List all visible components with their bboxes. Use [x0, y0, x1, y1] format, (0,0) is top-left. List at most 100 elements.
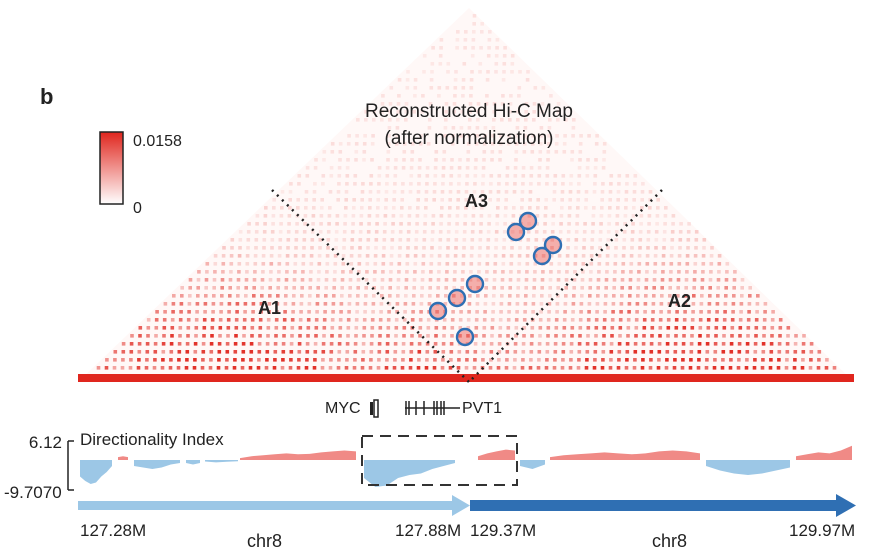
heatmap-cell — [422, 246, 426, 250]
heatmap-cell — [332, 278, 337, 282]
heatmap-cell — [501, 254, 506, 258]
heatmap-cell — [569, 350, 574, 354]
heatmap-cell — [129, 358, 133, 362]
heatmap-cell — [607, 222, 611, 226]
heatmap-cell — [508, 286, 512, 290]
heatmap-cell — [354, 318, 359, 322]
heatmap-cell — [647, 222, 651, 226]
heatmap-cell — [437, 254, 442, 258]
heatmap-cell — [252, 286, 256, 290]
heatmap-cell — [524, 286, 528, 290]
heatmap-cell — [564, 286, 568, 290]
heatmap-cell — [707, 302, 712, 306]
loop-circle — [532, 246, 552, 266]
heatmap-cell — [328, 366, 333, 370]
heatmap-cell — [358, 246, 362, 250]
heatmap-cell — [338, 326, 343, 330]
heatmap-cell — [397, 78, 402, 82]
heatmap-cell — [566, 246, 570, 250]
heatmap-cell — [369, 182, 373, 186]
heatmap-cell — [292, 294, 296, 298]
heatmap-cell — [492, 278, 497, 282]
heatmap-cell — [551, 214, 556, 218]
heatmap-cell — [802, 334, 806, 338]
heatmap-cell — [332, 294, 336, 298]
heatmap-cell — [423, 222, 427, 226]
heatmap-cell — [374, 230, 379, 234]
heatmap-cell — [413, 94, 417, 98]
heatmap-cell — [611, 302, 616, 306]
heatmap-cell — [685, 270, 689, 274]
heatmap-cell — [385, 174, 390, 178]
heatmap-cell — [476, 110, 480, 114]
heatmap-cell — [430, 62, 435, 66]
heatmap-cell — [137, 358, 141, 362]
heatmap-cell — [169, 342, 174, 346]
heatmap-cell — [487, 38, 492, 42]
heatmap-cell — [476, 102, 481, 106]
heatmap-cell — [355, 134, 359, 138]
heatmap-cell — [488, 366, 493, 370]
heatmap-cell — [431, 46, 435, 50]
heatmap-cell — [254, 238, 259, 242]
heatmap-cell — [270, 246, 274, 250]
heatmap-cell — [402, 142, 407, 146]
heatmap-cell — [244, 286, 248, 290]
heatmap-cell — [362, 334, 366, 338]
heatmap-cell — [227, 302, 232, 306]
heatmap-cell — [535, 214, 540, 218]
heatmap-cell — [410, 318, 415, 322]
heatmap-cell — [138, 326, 143, 330]
heatmap-cell — [274, 318, 279, 322]
heatmap-cell — [631, 222, 635, 226]
heatmap-cell — [548, 278, 553, 282]
heatmap-cell — [227, 310, 231, 314]
heatmap-cell — [544, 366, 549, 370]
heatmap-cell — [440, 366, 445, 370]
heatmap-cell — [536, 206, 540, 210]
heatmap-cell — [297, 358, 301, 362]
heatmap-cell — [342, 230, 347, 234]
heatmap-cell — [679, 222, 683, 226]
heatmap-cell — [169, 358, 173, 362]
heatmap-cell — [474, 318, 479, 322]
heatmap-cell — [529, 174, 534, 178]
heatmap-cell — [146, 318, 151, 322]
heatmap-cell — [372, 278, 377, 282]
heatmap-cell — [690, 334, 694, 338]
heatmap-cell — [121, 342, 126, 346]
heatmap-cell — [554, 334, 558, 338]
heatmap-cell — [169, 350, 174, 354]
heatmap-cell — [556, 118, 560, 122]
heatmap-cell — [498, 326, 503, 330]
heatmap-cell — [523, 126, 528, 130]
heatmap-cell — [284, 286, 288, 290]
heatmap-cell — [384, 206, 388, 210]
heatmap-cell — [268, 278, 273, 282]
heatmap-cell — [471, 38, 476, 42]
heatmap-cell — [659, 310, 663, 314]
heatmap-cell — [298, 318, 303, 322]
heatmap-cell — [691, 302, 696, 306]
heatmap-cell — [288, 366, 293, 370]
heatmap-cell — [728, 366, 733, 370]
heatmap-cell — [448, 198, 452, 202]
loop-circle — [455, 327, 475, 347]
heatmap-cell — [629, 262, 634, 266]
heatmap-cell — [353, 174, 358, 178]
heatmap-cell — [546, 142, 551, 146]
axis-label-end-left: 127.88M — [395, 521, 461, 540]
heatmap-cell — [446, 230, 451, 234]
heatmap-cell — [619, 310, 623, 314]
heatmap-cell — [451, 134, 455, 138]
heatmap-cell — [568, 190, 573, 194]
heatmap-cell — [556, 278, 561, 282]
heatmap-cell — [507, 134, 511, 138]
heatmap-cell — [347, 310, 351, 314]
heatmap-cell — [708, 278, 713, 282]
heatmap-cell — [449, 174, 454, 178]
heatmap-cell — [809, 350, 814, 354]
heatmap-cell — [507, 310, 511, 314]
heatmap-cell — [398, 230, 403, 234]
heatmap-cell — [752, 366, 757, 370]
